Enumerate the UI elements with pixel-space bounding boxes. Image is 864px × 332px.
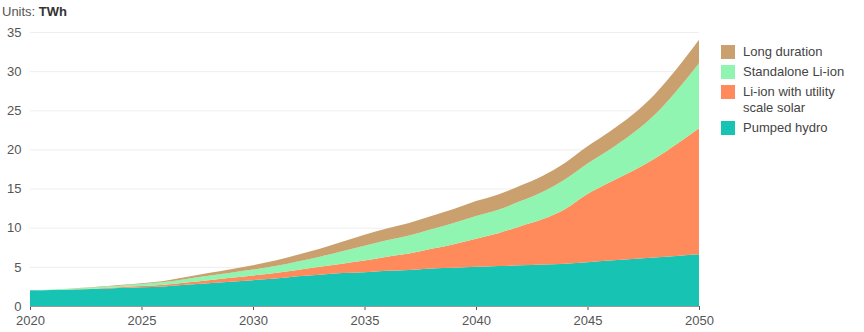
svg-text:2045: 2045 xyxy=(574,313,603,328)
svg-text:20: 20 xyxy=(7,142,21,157)
svg-text:2025: 2025 xyxy=(128,313,157,328)
html-text:Li-ion with utility scale sola: Li-ion with utility scale solar xyxy=(743,84,835,115)
html-text:Units: TWh: Units: TWh xyxy=(2,4,67,19)
svg-text:2020: 2020 xyxy=(16,313,45,328)
svg-text:2035: 2035 xyxy=(351,313,380,328)
svg-text:30: 30 xyxy=(7,64,21,79)
svg-text:15: 15 xyxy=(7,181,21,196)
svg-text:10: 10 xyxy=(7,220,21,235)
svg-text:5: 5 xyxy=(14,260,21,275)
svg-text:2050: 2050 xyxy=(685,313,714,328)
svg-text:0: 0 xyxy=(14,299,21,314)
html-text:Long duration: Long duration xyxy=(743,44,823,59)
html-text:Standalone Li-ion: Standalone Li-ion xyxy=(743,64,845,79)
svg-text:2030: 2030 xyxy=(239,313,268,328)
svg-text:25: 25 xyxy=(7,103,21,118)
html-text:Pumped hydro: Pumped hydro xyxy=(743,120,828,135)
svg-text:35: 35 xyxy=(7,25,21,40)
svg-text:2040: 2040 xyxy=(462,313,491,328)
